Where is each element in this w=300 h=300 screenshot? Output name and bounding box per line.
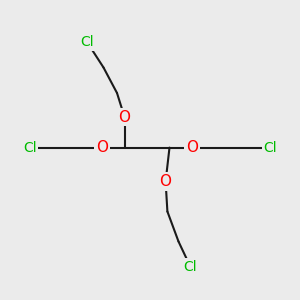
Text: O: O bbox=[96, 140, 108, 155]
Text: Cl: Cl bbox=[184, 260, 197, 274]
Text: Cl: Cl bbox=[23, 141, 37, 154]
Text: O: O bbox=[160, 174, 172, 189]
Text: Cl: Cl bbox=[263, 141, 277, 154]
Text: O: O bbox=[186, 140, 198, 155]
Text: Cl: Cl bbox=[80, 35, 94, 49]
Text: O: O bbox=[118, 110, 130, 124]
